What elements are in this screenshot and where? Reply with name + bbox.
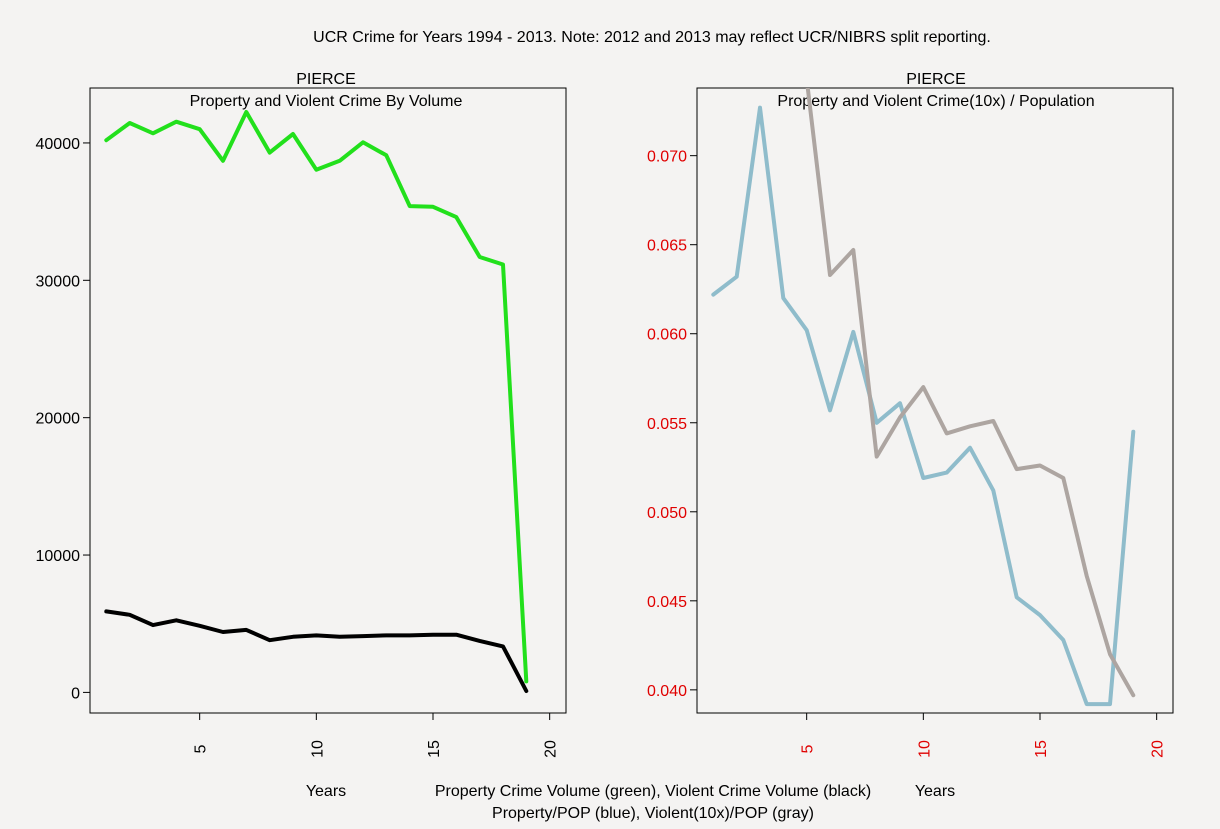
right-y-axis: 0.040 0.045 0.050 0.055 0.060 0.065 0.070 (647, 149, 697, 700)
right-x-axis-label: Years (915, 783, 955, 800)
left-chart-panel: PIERCE Property and Violent Crime By Vol… (36, 71, 567, 800)
left-y-tick-label: 0 (71, 685, 80, 702)
left-x-tick-label: 5 (193, 744, 210, 753)
right-x-tick-label: 20 (1150, 740, 1167, 758)
left-x-tick-label: 15 (426, 740, 443, 758)
right-plot-frame (696, 87, 1174, 714)
left-y-tick-label: 10000 (36, 548, 81, 565)
right-series-group (711, 88, 1136, 707)
right-x-axis: 5 10 15 20 (800, 713, 1167, 758)
right-y-tick-label: 0.070 (647, 149, 687, 166)
legend-caption-line1: Property Crime Volume (green), Violent C… (435, 783, 871, 800)
left-series-line-1 (104, 110, 529, 684)
right-chart-panel: PIERCE Property and Violent Crime(10x) /… (647, 71, 1174, 800)
right-y-tick-label: 0.060 (647, 327, 687, 344)
figure-title: UCR Crime for Years 1994 - 2013. Note: 2… (313, 29, 991, 46)
right-chart-title: PIERCE (906, 71, 966, 88)
left-x-axis: 5 10 15 20 (193, 713, 560, 758)
right-series-line-2 (805, 88, 1136, 698)
left-chart-subtitle: Property and Violent Crime By Volume (190, 93, 463, 110)
right-y-tick-label: 0.065 (647, 238, 687, 255)
right-y-tick-label: 0.045 (647, 594, 687, 611)
left-x-tick-label: 10 (309, 740, 326, 758)
right-y-tick-label: 0.055 (647, 416, 687, 433)
right-x-tick-label: 5 (800, 744, 817, 753)
legend-caption-line2: Property/POP (blue), Violent(10x)/POP (g… (492, 805, 814, 822)
left-series-line-2 (104, 609, 529, 693)
left-x-axis-label: Years (306, 783, 346, 800)
left-y-tick-label: 20000 (36, 411, 81, 428)
left-y-axis: 0 10000 20000 30000 40000 (36, 136, 90, 702)
left-plot-frame (89, 87, 567, 714)
left-y-tick-label: 30000 (36, 273, 81, 290)
left-x-tick-label: 20 (543, 740, 560, 758)
right-y-tick-label: 0.040 (647, 683, 687, 700)
right-x-tick-label: 15 (1033, 740, 1050, 758)
right-x-tick-label: 10 (916, 740, 933, 758)
right-series-line-1 (711, 105, 1136, 707)
left-chart-title: PIERCE (296, 71, 356, 88)
right-chart-subtitle: Property and Violent Crime(10x) / Popula… (777, 93, 1094, 110)
left-series-group (104, 110, 529, 693)
left-y-tick-label: 40000 (36, 136, 81, 153)
right-y-tick-label: 0.050 (647, 505, 687, 522)
